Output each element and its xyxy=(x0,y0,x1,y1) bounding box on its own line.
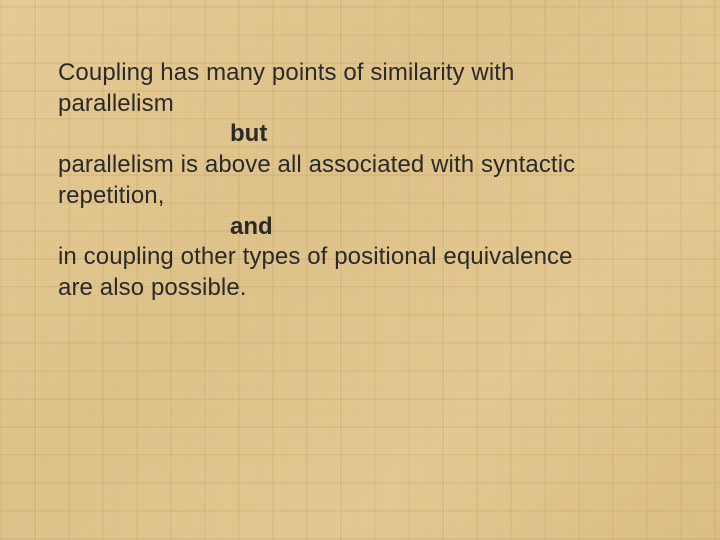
text-line-3: parallelism is above all associated with… xyxy=(58,150,680,181)
text-line-2: parallelism xyxy=(58,89,680,120)
conjunction-and: and xyxy=(58,212,680,243)
slide-content: Coupling has many points of similarity w… xyxy=(0,0,720,540)
text-line-4: repetition, xyxy=(58,181,680,212)
text-line-6: are also possible. xyxy=(58,273,680,304)
text-line-1: Coupling has many points of similarity w… xyxy=(58,58,680,89)
conjunction-but: but xyxy=(58,119,680,150)
text-line-5: in coupling other types of positional eq… xyxy=(58,242,680,273)
